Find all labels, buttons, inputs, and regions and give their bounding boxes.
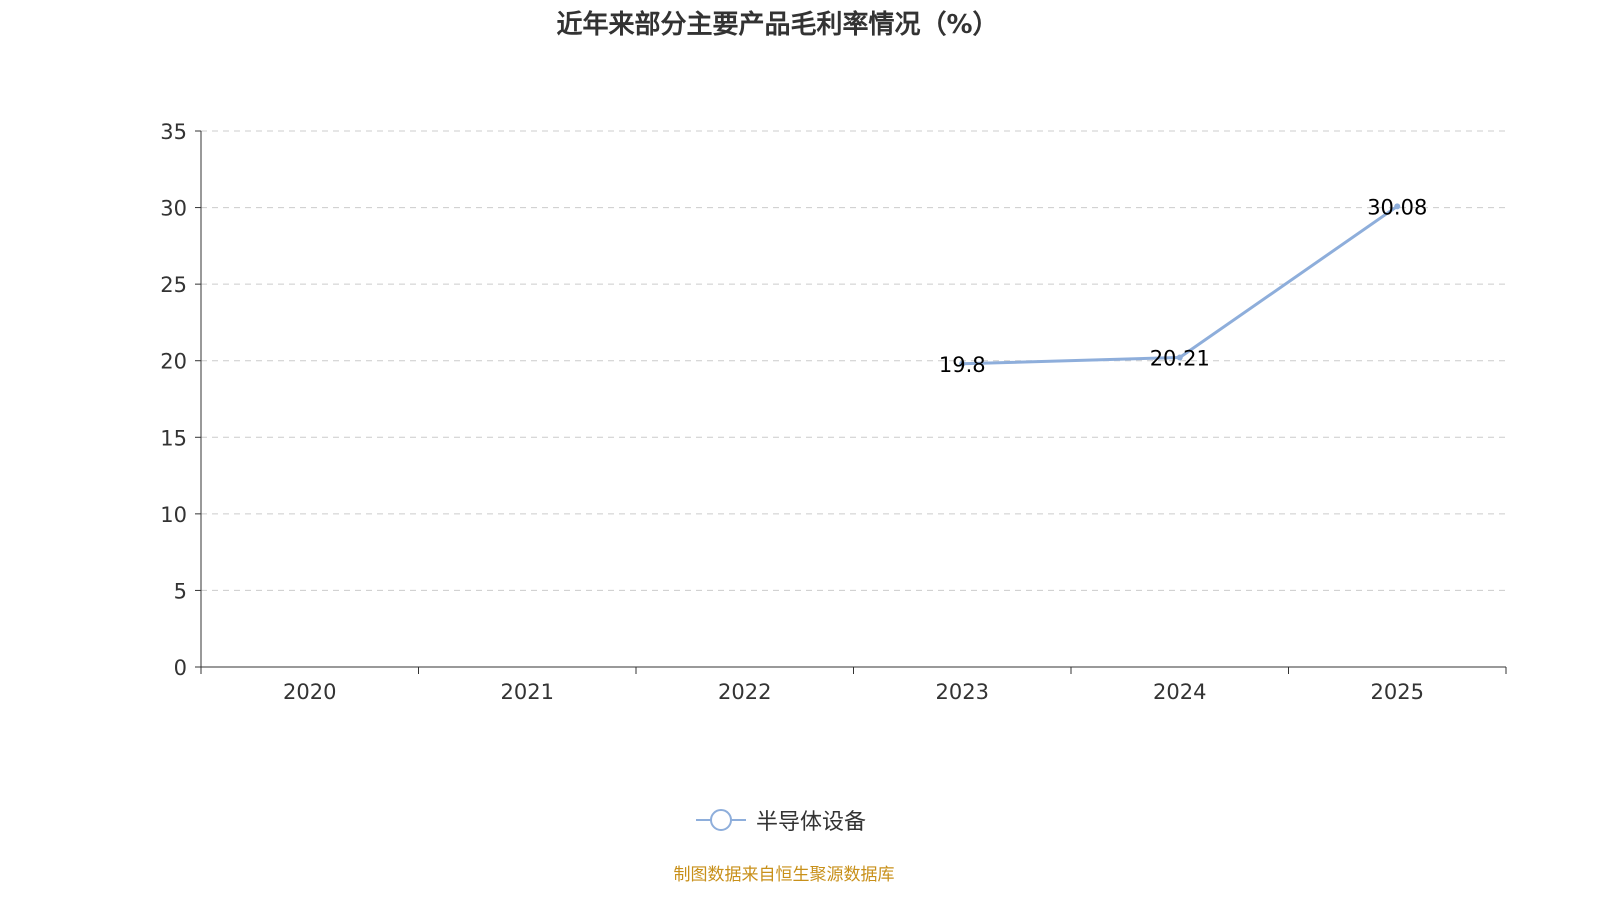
series-line bbox=[962, 205, 1399, 366]
x-tick-label: 2024 bbox=[1153, 680, 1206, 704]
x-tick-label: 2021 bbox=[501, 680, 554, 704]
legend-label: 半导体设备 bbox=[756, 810, 867, 835]
data-label: 30.08 bbox=[1367, 195, 1427, 219]
x-tick-label: 2022 bbox=[718, 680, 771, 704]
y-tick-label: 35 bbox=[160, 120, 187, 144]
y-tick-label: 0 bbox=[174, 656, 187, 680]
x-tick-label: 2020 bbox=[283, 680, 336, 704]
data-label: 19.8 bbox=[939, 353, 986, 377]
legend-line-icon bbox=[696, 809, 746, 831]
y-tick-label: 30 bbox=[160, 197, 187, 221]
data-label: 20.21 bbox=[1150, 346, 1210, 370]
chart-title: 近年来部分主要产品毛利率情况（%） bbox=[556, 10, 999, 40]
y-tick-label: 15 bbox=[160, 426, 187, 450]
source-note: 制图数据来自恒生聚源数据库 bbox=[673, 865, 895, 885]
y-tick-label: 20 bbox=[160, 350, 187, 374]
data-point bbox=[1176, 354, 1183, 361]
x-tick-label: 2025 bbox=[1371, 680, 1424, 704]
x-tick-label: 2023 bbox=[936, 680, 989, 704]
data-point bbox=[959, 360, 966, 367]
data-point bbox=[1394, 203, 1401, 210]
y-tick-label: 10 bbox=[160, 503, 187, 527]
y-tick-label: 5 bbox=[174, 579, 187, 603]
y-tick-label: 25 bbox=[160, 273, 187, 297]
legend-item[interactable]: 半导体设备 bbox=[696, 804, 866, 836]
